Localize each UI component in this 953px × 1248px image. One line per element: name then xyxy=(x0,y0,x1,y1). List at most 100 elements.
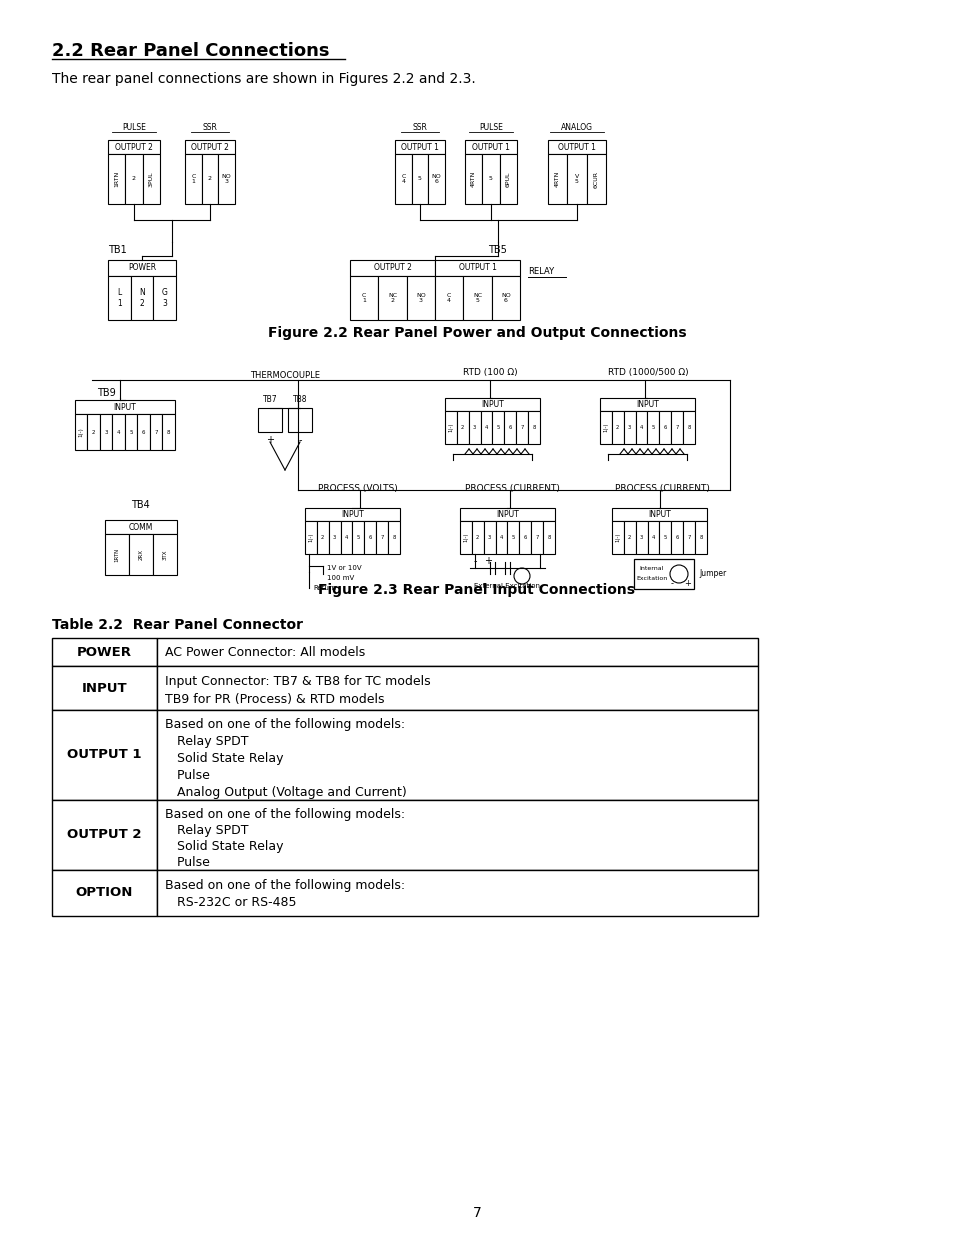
Text: 3TX: 3TX xyxy=(162,549,168,560)
Text: 100 mV: 100 mV xyxy=(327,575,354,582)
Text: 8: 8 xyxy=(687,426,690,431)
Bar xyxy=(444,398,539,411)
Text: 4: 4 xyxy=(499,535,503,540)
Bar xyxy=(218,154,234,203)
Bar xyxy=(153,276,175,319)
Text: Solid State Relay: Solid State Relay xyxy=(165,840,283,854)
Text: NC
2: NC 2 xyxy=(388,292,396,303)
Text: 3: 3 xyxy=(639,535,642,540)
Bar xyxy=(112,414,125,451)
Text: Based on one of the following models:: Based on one of the following models: xyxy=(165,718,405,731)
Bar xyxy=(659,520,671,554)
Text: PROCESS (CURRENT): PROCESS (CURRENT) xyxy=(614,483,709,493)
Bar xyxy=(131,276,153,319)
Text: Based on one of the following models:: Based on one of the following models: xyxy=(165,879,405,891)
Text: Figure 2.2 Rear Panel Power and Output Connections: Figure 2.2 Rear Panel Power and Output C… xyxy=(268,326,685,339)
Text: NC
5: NC 5 xyxy=(473,292,481,303)
Text: 3PUL: 3PUL xyxy=(149,171,153,187)
Bar xyxy=(288,408,312,432)
Text: TB9 for PR (Process) & RTD models: TB9 for PR (Process) & RTD models xyxy=(165,693,384,705)
Bar xyxy=(472,520,483,554)
Text: OPTION: OPTION xyxy=(75,886,133,900)
Bar xyxy=(350,260,435,276)
Bar xyxy=(634,559,693,589)
Text: SSR: SSR xyxy=(202,124,217,132)
Bar xyxy=(125,154,143,203)
Text: OUTPUT 2: OUTPUT 2 xyxy=(191,142,229,151)
Text: 7: 7 xyxy=(472,1206,481,1221)
Bar xyxy=(547,154,567,203)
Bar xyxy=(635,520,647,554)
Text: 3: 3 xyxy=(473,426,476,431)
Bar xyxy=(52,638,157,666)
Bar xyxy=(108,154,125,203)
Text: 4: 4 xyxy=(484,426,488,431)
Bar xyxy=(659,411,671,444)
Text: INPUT: INPUT xyxy=(636,401,659,409)
Text: 8: 8 xyxy=(699,535,702,540)
Bar xyxy=(499,154,517,203)
Bar xyxy=(547,140,605,154)
Text: +: + xyxy=(684,579,691,589)
Text: 6PUL: 6PUL xyxy=(505,171,510,187)
Text: 8: 8 xyxy=(547,535,550,540)
Bar xyxy=(157,666,758,710)
Bar xyxy=(435,260,519,276)
Bar xyxy=(528,411,539,444)
Bar xyxy=(491,276,519,319)
Text: TB4: TB4 xyxy=(131,500,150,510)
Text: Based on one of the following models:: Based on one of the following models: xyxy=(165,807,405,821)
Text: Pulse: Pulse xyxy=(165,769,210,782)
Bar xyxy=(611,411,623,444)
Bar xyxy=(623,411,635,444)
Text: POWER: POWER xyxy=(128,263,156,272)
Text: -: - xyxy=(473,557,476,567)
Text: 6: 6 xyxy=(675,535,679,540)
Bar xyxy=(492,411,504,444)
Bar xyxy=(435,276,463,319)
Text: 7: 7 xyxy=(675,426,679,431)
Bar xyxy=(150,414,162,451)
Bar xyxy=(52,666,157,710)
Text: 1(-): 1(-) xyxy=(603,423,608,432)
Text: 7: 7 xyxy=(154,429,158,434)
Bar xyxy=(647,520,659,554)
Text: 5: 5 xyxy=(511,535,515,540)
Text: C
4: C 4 xyxy=(447,292,451,303)
Bar xyxy=(125,414,137,451)
Bar xyxy=(480,411,492,444)
Bar xyxy=(108,276,131,319)
Bar xyxy=(105,534,129,575)
Text: 7: 7 xyxy=(380,535,383,540)
Bar xyxy=(507,520,518,554)
Text: Internal: Internal xyxy=(639,567,663,572)
Text: 2: 2 xyxy=(132,176,136,181)
Text: COMM: COMM xyxy=(129,523,153,532)
Bar xyxy=(352,520,364,554)
Text: 6CUR: 6CUR xyxy=(593,171,598,187)
Text: Excitation: Excitation xyxy=(636,577,667,582)
Text: 6: 6 xyxy=(142,429,146,434)
Text: 6: 6 xyxy=(523,535,526,540)
Text: 2: 2 xyxy=(627,535,631,540)
Bar xyxy=(682,520,695,554)
Text: 1(-): 1(-) xyxy=(615,533,619,542)
Text: AC Power Connector: All models: AC Power Connector: All models xyxy=(165,646,365,659)
Bar xyxy=(496,520,507,554)
Bar xyxy=(137,414,150,451)
Text: Relay SPDT: Relay SPDT xyxy=(165,824,248,837)
Bar xyxy=(316,520,329,554)
Text: INPUT: INPUT xyxy=(647,510,670,519)
Text: OUTPUT 1: OUTPUT 1 xyxy=(472,142,510,151)
Text: TB8: TB8 xyxy=(293,396,307,404)
Text: 4RTN: 4RTN xyxy=(471,171,476,187)
Bar xyxy=(482,154,499,203)
Text: INPUT: INPUT xyxy=(341,510,363,519)
Bar xyxy=(682,411,695,444)
Text: 1V or 10V: 1V or 10V xyxy=(327,565,361,572)
Bar xyxy=(88,414,100,451)
Bar xyxy=(143,154,160,203)
Text: 2RX: 2RX xyxy=(138,549,143,560)
Text: OUTPUT 2: OUTPUT 2 xyxy=(67,829,142,841)
Text: C
4: C 4 xyxy=(400,173,405,185)
